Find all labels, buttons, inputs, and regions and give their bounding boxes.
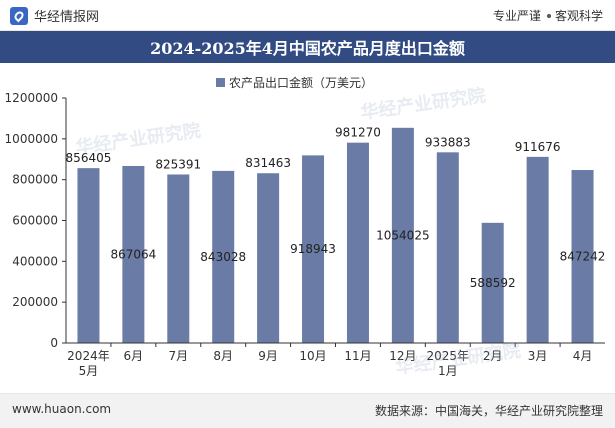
data-label: 843028 [200,250,246,264]
footer-bar: www.huaon.com 数据来源：中国海关，华经产业研究院整理 [0,393,615,428]
y-tick-label: 400000 [12,254,58,268]
chart-title-bar: 2024-2025年4月中国农产品月度出口金额 [0,31,615,63]
bar [436,152,459,343]
x-tick-label: 7月 [168,349,188,363]
bar [481,222,504,343]
x-tick-label: 12月 [389,349,416,363]
data-label: 831463 [245,156,291,170]
header-bar: 华经情报网 专业严谨 客观科学 [0,0,615,31]
data-label: 933883 [425,135,471,149]
tagline: 专业严谨 客观科学 [493,7,603,24]
brand[interactable]: 华经情报网 [10,6,99,25]
legend: 农产品出口金额（万美元） [216,75,373,90]
brand-logo-icon [10,6,28,25]
bar [77,168,100,343]
data-label: 911676 [515,140,561,154]
x-tick-label: 2025年 1月 [427,349,470,378]
bullet-icon [546,13,551,18]
x-tick-label: 11月 [344,349,371,363]
data-label: 847242 [560,250,606,264]
y-axis: 0 200000 400000 600000 800000 1000000 1200000 [5,91,67,350]
bar [302,155,325,343]
y-tick-label: 0 [50,336,58,350]
bar [122,165,145,343]
x-tick-label: 2月 [483,349,503,363]
legend-swatch [216,78,225,87]
bar-chart: 农产品出口金额（万美元） 0 200000 400000 600000 800000 10… [5,75,606,378]
x-tick-label: 6月 [124,349,144,363]
footer-source: 数据来源：中国海关，华经产业研究院整理 [374,404,603,418]
footer-url[interactable]: www.huaon.com [12,402,112,416]
bar [571,170,594,343]
chart-area: 农产品出口金额（万美元） 0 200000 400000 600000 800000 10… [0,63,615,393]
y-tick-label: 1000000 [5,132,58,146]
data-label: 825391 [155,157,201,171]
x-axis: 2024年 5月 6月 7月 8月 9月 10月 11月 12月 2025年 1月 2月 3月 4月 [66,342,605,378]
tagline-right: 客观科学 [554,9,603,23]
legend-label: 农产品出口金额（万美元） [229,75,373,90]
bar [212,170,235,343]
bar [167,174,190,343]
x-tick-label: 3月 [528,349,548,363]
tagline-left: 专业严谨 [492,9,541,23]
y-tick-label: 200000 [12,295,58,309]
bar [526,156,549,343]
x-tick-label: 4月 [573,349,593,363]
x-tick-label: 8月 [213,349,233,363]
bar [391,127,414,344]
data-label: 981270 [335,126,381,140]
bar [257,173,280,343]
x-tick-label: 2024年 5月 [67,349,110,378]
data-label: 918943 [290,242,336,256]
bars: 856405 867064 825391 843028 831463 918943 9812… [66,126,606,344]
x-tick-label: 9月 [258,349,278,363]
x-tick-label: 10月 [299,349,326,363]
brand-name: 华经情报网 [34,10,100,25]
data-label: 867064 [110,247,156,261]
y-tick-label: 800000 [12,173,58,187]
chart-title: 2024-2025年4月中国农产品月度出口金额 [150,39,465,58]
y-tick-label: 1200000 [5,91,58,105]
data-label: 856405 [66,151,112,165]
y-tick-label: 600000 [12,214,58,228]
data-label: 1054025 [376,228,429,242]
bar [346,142,369,343]
data-label: 588592 [470,276,516,290]
